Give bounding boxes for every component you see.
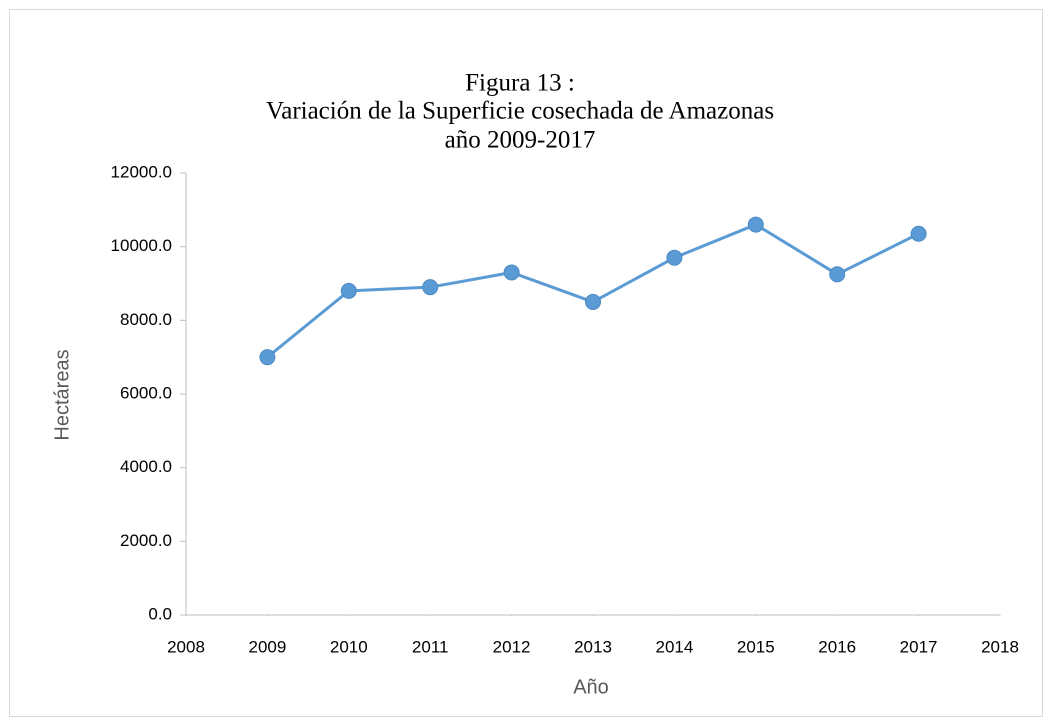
chart-title: año 2009-2017	[445, 127, 596, 154]
x-tick-label: 2010	[330, 637, 368, 656]
point	[340, 282, 357, 299]
x-tick-label: 2015	[737, 637, 775, 656]
point	[585, 293, 601, 310]
x-tick-label: 2009	[248, 637, 286, 656]
x-tick-label: 2018	[981, 637, 1019, 656]
x-axis-title: Año	[573, 676, 609, 698]
y-tick-label: 2000.0	[120, 531, 172, 550]
x-tick-label: 2011	[412, 637, 449, 656]
point	[503, 264, 520, 281]
x-tick-label: 2017	[900, 637, 938, 656]
x-tick-label: 2014	[655, 637, 693, 656]
x-tick-label: 2008	[167, 637, 205, 656]
point	[666, 249, 683, 266]
x-tick-label: 2013	[574, 637, 612, 656]
point	[747, 216, 764, 233]
chart-border	[9, 9, 1043, 717]
point	[910, 225, 927, 242]
y-tick-label: 6000.0	[120, 383, 172, 402]
chart-title: Figura 13 :	[465, 70, 575, 97]
point	[829, 266, 846, 283]
y-tick-label: 12000.0	[111, 162, 172, 181]
y-tick-label: 0.0	[148, 604, 172, 623]
point	[422, 279, 439, 296]
point	[259, 349, 276, 366]
y-tick-label: 10000.0	[111, 236, 172, 255]
y-axis-title: Hectáreas	[51, 349, 73, 440]
chart-title: Variación de la Superficie cosechada de …	[266, 98, 774, 125]
x-tick-label: 2012	[493, 637, 531, 656]
x-tick-label: 2016	[818, 637, 856, 656]
y-tick-label: 4000.0	[120, 457, 172, 476]
y-tick-label: 8000.0	[120, 310, 172, 329]
